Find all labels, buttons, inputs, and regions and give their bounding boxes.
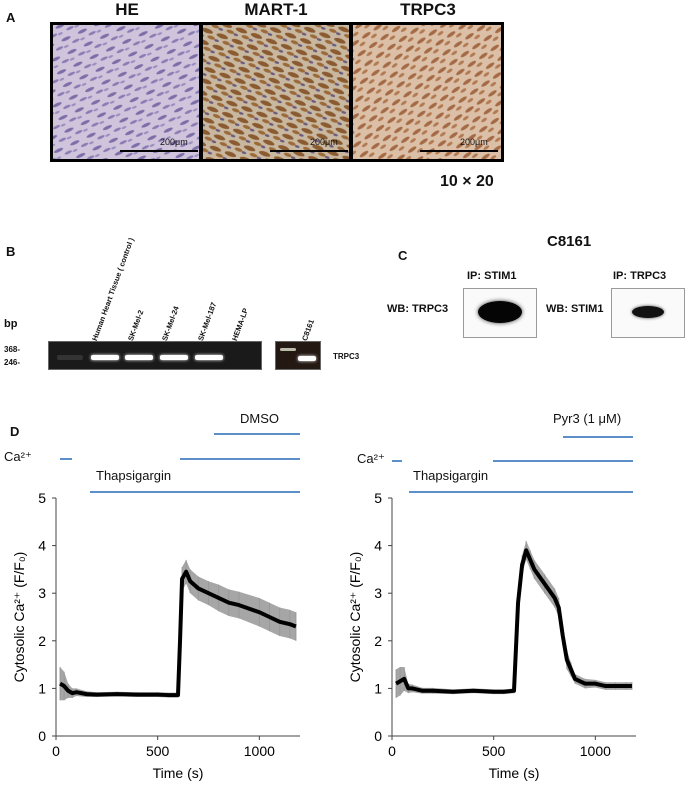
error-band bbox=[60, 559, 296, 701]
marker-368: 368- bbox=[4, 345, 21, 354]
y-tick-label: 2 bbox=[374, 633, 382, 649]
scale-bar-trpc3 bbox=[420, 150, 498, 152]
x-axis-label: Time (s) bbox=[153, 765, 204, 781]
right-ca-line-1 bbox=[392, 460, 402, 462]
right-thapsigargin-line bbox=[409, 491, 633, 493]
lane-label-skmel2: SK-Mel-2 bbox=[126, 308, 146, 343]
series-line bbox=[59, 569, 297, 698]
panel-d-letter: D bbox=[10, 424, 20, 439]
band-heart bbox=[57, 355, 83, 360]
band-c8161 bbox=[298, 356, 316, 361]
band-label-trpc3: TRPC3 bbox=[333, 352, 360, 361]
x-tick-label: 0 bbox=[52, 743, 60, 759]
scale-bar-mart1 bbox=[270, 150, 348, 152]
y-tick-label: 5 bbox=[38, 490, 46, 506]
ip-label-trpc3: IP: TRPC3 bbox=[613, 270, 667, 282]
gel-main bbox=[48, 341, 262, 370]
scale-bar-he bbox=[120, 150, 198, 152]
band-skmel187 bbox=[160, 355, 188, 360]
y-tick-label: 4 bbox=[374, 538, 382, 554]
y-tick-label: 1 bbox=[38, 680, 46, 696]
panel-c-letter: C bbox=[398, 248, 408, 263]
panel-c-title: C8161 bbox=[547, 233, 592, 250]
gel-c8161 bbox=[275, 341, 321, 370]
wb-label-stim1: WB: STIM1 bbox=[546, 303, 604, 315]
blot-ip-trpc3 bbox=[611, 288, 685, 338]
y-axis-label: Cytosolic Ca²⁺ (F/F₀) bbox=[11, 552, 27, 683]
band-skmel24 bbox=[125, 355, 153, 360]
left-ca-line-2 bbox=[180, 458, 300, 460]
marker-246: 246- bbox=[4, 358, 21, 367]
left-treatment-label: DMSO bbox=[240, 411, 279, 426]
y-tick-label: 1 bbox=[374, 680, 382, 696]
lane-label-heart: Human Heart Tissue ( control ) bbox=[90, 236, 136, 343]
right-treatment-line bbox=[563, 436, 633, 438]
band-skmel2 bbox=[91, 355, 119, 360]
left-treatment-line bbox=[214, 433, 300, 435]
y-tick-label: 4 bbox=[38, 538, 46, 554]
tile-title-mart1: MART-1 bbox=[244, 0, 308, 19]
trpc3-micrograph bbox=[350, 22, 504, 162]
left-calcium-chart: 0 1 2 3 4 5 0 500 1000 Time (s) Cytosolic Ca²⁺ (F/… bbox=[11, 490, 300, 781]
lane-label-hemalp: HEMA-LP bbox=[230, 306, 251, 343]
blot-band-1 bbox=[478, 301, 522, 323]
panel-b-letter: B bbox=[6, 244, 16, 259]
he-micrograph bbox=[50, 22, 202, 162]
y-tick-label: 0 bbox=[38, 728, 46, 744]
x-tick-label: 0 bbox=[388, 743, 396, 759]
x-tick-label: 1000 bbox=[580, 743, 611, 759]
lane-label-c8161: C8161 bbox=[300, 318, 317, 343]
y-tick-label: 3 bbox=[374, 585, 382, 601]
left-ca-label: Ca²⁺ bbox=[4, 449, 32, 464]
left-thapsigargin-line bbox=[90, 491, 300, 493]
left-thapsigargin-label: Thapsigargin bbox=[96, 468, 172, 483]
lane-label-skmel187: SK-Mel-187 bbox=[196, 301, 219, 343]
ip-label-stim1: IP: STIM1 bbox=[467, 270, 517, 282]
blot-ip-stim1 bbox=[463, 288, 537, 338]
y-tick-label: 5 bbox=[374, 490, 382, 506]
magnification-label: 10 × 20 bbox=[440, 173, 494, 190]
right-thapsigargin-label: Thapsigargin bbox=[413, 468, 489, 483]
right-ca-line-2 bbox=[493, 460, 633, 462]
bp-label: bp bbox=[4, 318, 18, 330]
lane-label-skmel24: SK-Mel-24 bbox=[160, 304, 181, 343]
x-tick-label: 500 bbox=[146, 743, 170, 759]
x-tick-label: 1000 bbox=[244, 743, 275, 759]
x-axis-label: Time (s) bbox=[489, 765, 540, 781]
wb-label-trpc3: WB: TRPC3 bbox=[387, 303, 449, 315]
mart1-micrograph bbox=[200, 22, 352, 162]
scale-text-trpc3: 200μm bbox=[460, 137, 488, 147]
y-tick-label: 0 bbox=[374, 728, 382, 744]
tile-title-trpc3: TRPC3 bbox=[400, 0, 456, 19]
band-c8161-ladder bbox=[280, 348, 296, 351]
right-ca-label: Ca²⁺ bbox=[357, 451, 385, 466]
left-ca-line-1 bbox=[60, 458, 72, 460]
right-treatment-label: Pyr3 (1 μM) bbox=[553, 411, 622, 426]
y-tick-label: 3 bbox=[38, 585, 46, 601]
scale-text-mart1: 200μm bbox=[310, 137, 338, 147]
y-axis-label: Cytosolic Ca²⁺ (F/F₀) bbox=[347, 552, 363, 683]
tile-title-he: HE bbox=[115, 0, 139, 19]
blot-band-2 bbox=[632, 306, 664, 318]
right-calcium-chart: 0 1 2 3 4 5 0 500 1000 Time (s) Cytosolic Ca²⁺ (F/… bbox=[347, 490, 636, 781]
band-hemalp bbox=[195, 355, 223, 360]
y-tick-label: 2 bbox=[38, 633, 46, 649]
scale-text-he: 200μm bbox=[160, 137, 188, 147]
panel-a-letter: A bbox=[6, 10, 16, 25]
x-tick-label: 500 bbox=[482, 743, 506, 759]
series-line bbox=[395, 548, 632, 694]
